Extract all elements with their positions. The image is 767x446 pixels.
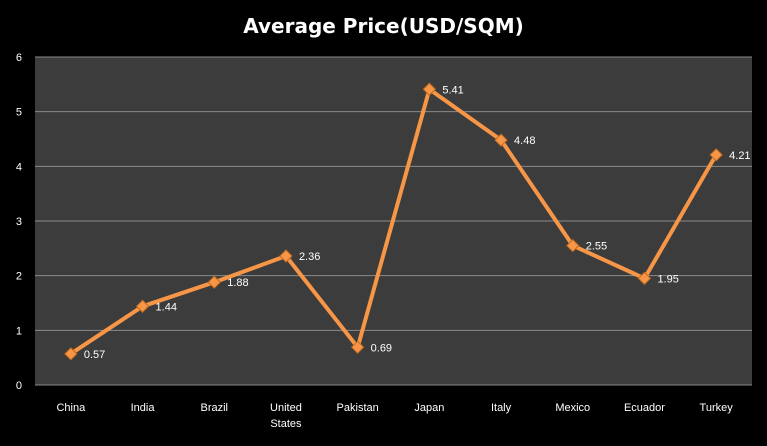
x-tick-label: United States (270, 402, 302, 430)
x-tick-label: India (131, 402, 156, 414)
data-point-marker (350, 340, 365, 354)
data-label: 1.44 (156, 301, 177, 313)
data-point-marker (566, 238, 580, 253)
x-tick-label: Pakistan (337, 402, 379, 414)
data-point-marker (494, 133, 508, 147)
y-tick-label: 4 (16, 161, 22, 173)
marker-group (64, 82, 723, 361)
chart-title: Average Price(USD/SQM) (243, 14, 524, 38)
y-tick-label: 1 (16, 325, 22, 337)
x-tick-label: Italy (491, 402, 512, 414)
data-point-marker (279, 249, 293, 263)
y-tick-label: 6 (16, 52, 22, 64)
series-line-group (68, 87, 719, 356)
x-tick-label: Brazil (200, 402, 228, 414)
y-tick-label: 5 (16, 107, 22, 119)
data-label: 2.55 (586, 241, 607, 253)
x-tick-label: Ecuador (624, 402, 665, 414)
data-label: 5.41 (442, 84, 463, 96)
data-label: 4.21 (729, 150, 750, 162)
x-axis-ticks: China India Brazil United States Pakistan Japa… (56, 402, 733, 430)
x-tick-label: Japan (414, 402, 444, 414)
x-tick-label: China (56, 402, 86, 414)
y-tick-label: 2 (16, 271, 22, 283)
series-line (68, 87, 719, 356)
data-point-marker (637, 271, 652, 286)
data-label: 0.69 (371, 342, 392, 354)
y-tick-label: 0 (16, 380, 22, 392)
y-tick-label: 3 (16, 216, 22, 228)
data-label: 1.88 (227, 277, 248, 289)
data-label: 4.48 (514, 135, 535, 147)
data-label: 0.57 (84, 349, 105, 361)
data-label: 2.36 (299, 251, 320, 263)
y-axis-ticks: 0 1 2 3 4 5 6 (16, 52, 22, 392)
data-point-marker (135, 299, 150, 313)
data-point-marker (64, 347, 78, 361)
x-tick-label: Mexico (555, 402, 590, 414)
data-label-group: 0.57 1.44 1.88 2.36 0.69 5.41 4.48 2.55 1.95 4.21 (84, 84, 751, 361)
data-point-marker (207, 275, 221, 289)
data-point-marker (422, 82, 437, 96)
data-label: 1.95 (657, 273, 678, 285)
data-point-marker (709, 148, 723, 162)
x-tick-label: Turkey (700, 402, 734, 414)
